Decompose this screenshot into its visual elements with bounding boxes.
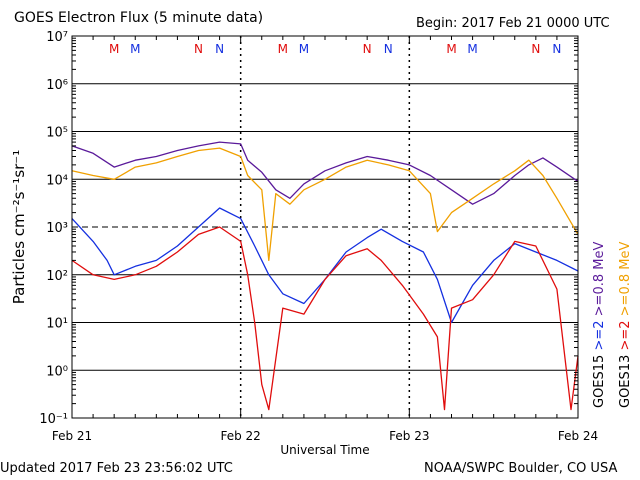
mn-marker: M: [130, 42, 140, 56]
legend-satellite: GOES13: [618, 351, 633, 408]
y-tick-label: 10⁻¹: [39, 412, 68, 427]
legend-item: >=0.8 MeV: [592, 242, 607, 317]
mn-marker: M: [467, 42, 477, 56]
y-tick-label: 10⁴: [46, 173, 68, 188]
y-tick-label: 10²: [46, 269, 68, 284]
series-line: [71, 207, 579, 324]
mn-marker: M: [109, 42, 119, 56]
legend-satellite: GOES15: [592, 351, 607, 408]
x-tick-label: Feb 22: [220, 429, 260, 443]
y-tick-label: 10³: [46, 221, 68, 236]
legend-item: >=2: [592, 316, 607, 350]
mn-marker: M: [278, 42, 288, 56]
series-line: [71, 147, 579, 262]
chart-title: GOES Electron Flux (5 minute data): [14, 10, 264, 26]
x-tick-label: Feb 21: [52, 429, 92, 443]
legend-entry: GOES15 >=2 >=0.8 MeV: [592, 242, 607, 408]
legend-entry: GOES13 >=2 >=0.8 MeV: [618, 242, 633, 408]
mn-marker: N: [363, 42, 372, 56]
mn-marker: N: [531, 42, 540, 56]
y-tick-label: 10⁷: [46, 30, 68, 45]
y-tick-label: 10⁵: [46, 126, 68, 141]
y-tick-label: 10⁶: [46, 78, 68, 93]
legend-item: >=2: [618, 316, 633, 350]
y-tick-label: 10⁰: [46, 364, 68, 379]
mn-marker: N: [552, 42, 561, 56]
y-axis-label: Particles cm⁻²s⁻¹sr⁻¹: [10, 150, 28, 304]
credit-text: NOAA/SWPC Boulder, CO USA: [424, 461, 618, 476]
x-tick-label: Feb 24: [558, 429, 598, 443]
series-line: [71, 226, 579, 411]
mn-marker: N: [194, 42, 203, 56]
y-tick-label: 10¹: [46, 317, 68, 332]
legend-item: >=0.8 MeV: [618, 242, 633, 317]
mn-marker: M: [299, 42, 309, 56]
series-line: [71, 141, 579, 205]
begin-time: Begin: 2017 Feb 21 0000 UTC: [416, 16, 610, 31]
updated-time: Updated 2017 Feb 23 23:56:02 UTC: [0, 461, 233, 476]
mn-marker: N: [215, 42, 224, 56]
mn-marker: N: [384, 42, 393, 56]
x-axis-label: Universal Time: [280, 443, 369, 457]
mn-marker: M: [446, 42, 456, 56]
x-tick-label: Feb 23: [389, 429, 429, 443]
